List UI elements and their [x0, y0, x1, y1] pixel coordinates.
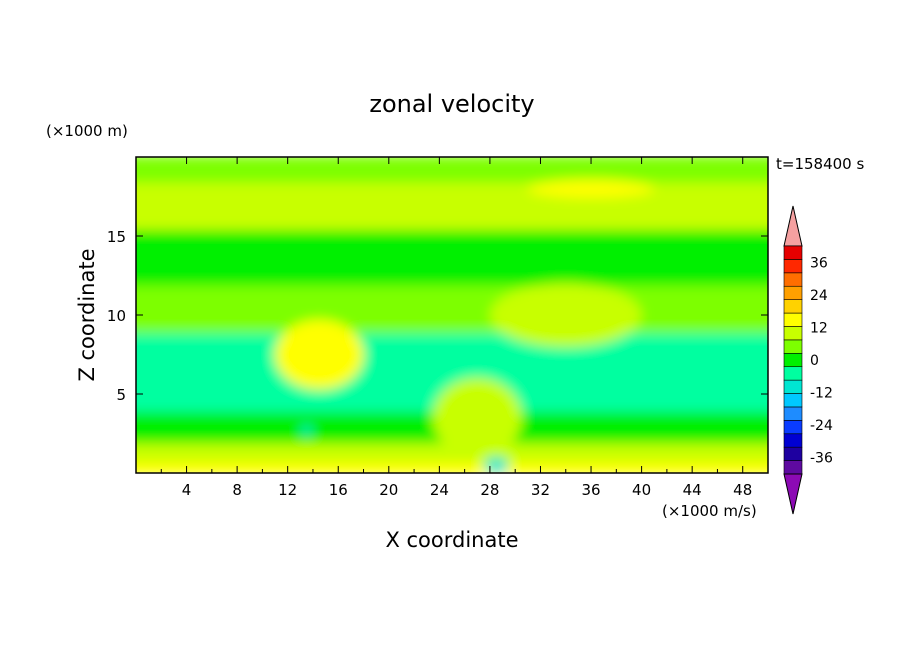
field-band [136, 439, 768, 463]
chart-title: zonal velocity [369, 90, 534, 118]
field-band [136, 226, 768, 286]
y-units-label: (×1000 m) [46, 122, 128, 140]
y-tick-label: 10 [107, 307, 126, 325]
cold-spot-1 [301, 425, 312, 436]
x-axis-label: X coordinate [385, 528, 518, 552]
colorbar-low-extension [783, 473, 803, 515]
x-tick-label: 48 [733, 481, 752, 499]
colorbar-label: -12 [810, 386, 833, 402]
cold-spot-2 [483, 457, 509, 473]
colorbar-label: 24 [810, 288, 828, 304]
colorbar-swatch [783, 379, 803, 394]
colorbar-swatch [783, 352, 803, 368]
colorbar-swatch [783, 446, 803, 461]
x-tick-label: 24 [430, 481, 449, 499]
colorbar-swatch [783, 285, 803, 300]
colorbar-swatch [783, 259, 803, 274]
y-tick-label: 5 [116, 386, 126, 404]
colorbar-label: 36 [810, 255, 828, 271]
velocity-field [136, 157, 768, 473]
time-label: t=158400 s [776, 155, 864, 173]
colorbar-swatch [783, 312, 803, 327]
field-band [136, 157, 768, 183]
colorbar-swatch [783, 339, 803, 354]
upper-warm-streak [527, 179, 655, 199]
colorbar-swatch [783, 433, 803, 448]
colorbar-label: 0 [810, 353, 819, 369]
colorbar-swatch [783, 366, 803, 381]
x-tick-label: 28 [480, 481, 499, 499]
x-tick-label: 32 [531, 481, 550, 499]
x-tick-label: 4 [182, 481, 192, 499]
colorbar-swatch [783, 245, 803, 260]
colorbar-swatch [783, 460, 803, 475]
x-tick-label: 8 [232, 481, 242, 499]
x-tick-label: 40 [632, 481, 651, 499]
colorbar-swatch [783, 326, 803, 341]
warm-blob-left [275, 319, 364, 390]
colorbar-label: -36 [810, 451, 833, 467]
x-tick-label: 12 [278, 481, 297, 499]
field-band [136, 178, 768, 231]
x-tick-label: 20 [379, 481, 398, 499]
colorbar-swatch [783, 272, 803, 287]
x-tick-label: 16 [329, 481, 348, 499]
colorbar: 36 24 12 0 -12 -24 -36 [783, 205, 833, 515]
x-tick-label: 36 [581, 481, 600, 499]
colorbar-high-extension [783, 205, 803, 247]
colorbar-swatch [783, 406, 803, 421]
colorbar-swatch [783, 299, 803, 314]
warm-blob-center [433, 378, 522, 458]
y-axis-label: Z coordinate [75, 248, 99, 381]
x-axis-ticks: 4 8 12 16 20 24 28 32 36 40 44 48 [160, 157, 752, 499]
x-units-label: (×1000 m/s) [662, 502, 757, 520]
colorbar-label: 12 [810, 320, 828, 336]
colorbar-swatch [783, 420, 803, 435]
warm-patch-right [489, 283, 642, 347]
colorbar-swatch [783, 393, 803, 408]
x-tick-label: 44 [683, 481, 702, 499]
y-axis-ticks: 5 10 15 [107, 228, 768, 404]
colorbar-label: -24 [810, 418, 833, 434]
y-tick-label: 15 [107, 228, 126, 246]
field-band [136, 281, 768, 333]
